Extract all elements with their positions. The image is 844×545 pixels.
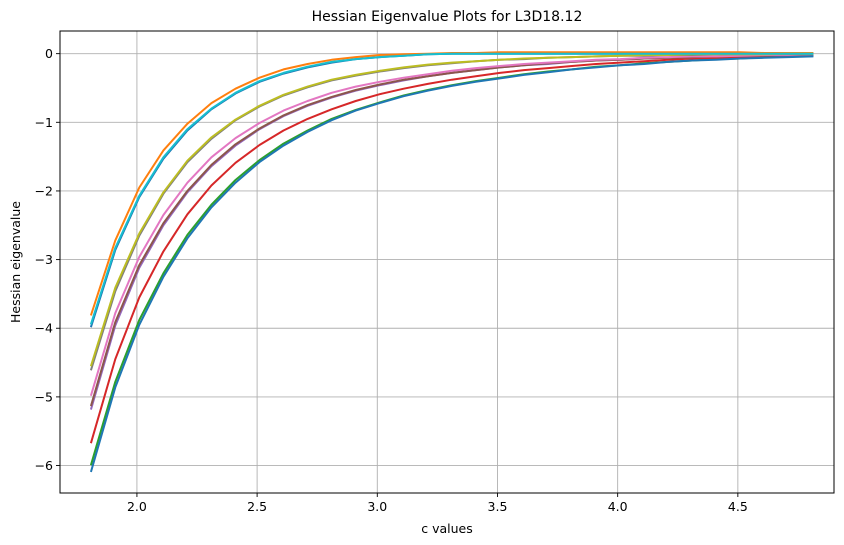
x-tick-label: 3.0 <box>367 499 387 514</box>
series-lines <box>89 51 814 473</box>
x-tick-label: 3.5 <box>488 499 508 514</box>
y-tick-label: −4 <box>35 321 53 336</box>
x-tick-label: 2.5 <box>247 499 267 514</box>
chart-title: Hessian Eigenvalue Plots for L3D18.12 <box>312 9 583 25</box>
y-tick-label: −5 <box>35 389 53 404</box>
series-line-10 <box>89 52 814 325</box>
series-line-7 <box>89 53 814 397</box>
y-axis-ticks: 0 −1 −2 −3 −4 −5 −6 <box>35 46 60 473</box>
series-line-4 <box>89 53 814 444</box>
y-axis-label: Hessian eigenvalue <box>8 201 23 323</box>
x-tick-label: 4.0 <box>608 499 628 514</box>
y-tick-label: 0 <box>45 46 53 61</box>
y-tick-label: −6 <box>35 458 53 473</box>
y-tick-label: −2 <box>35 183 53 198</box>
plot-area-frame <box>59 30 835 494</box>
y-tick-label: −3 <box>35 252 53 267</box>
x-axis-label: c values <box>421 521 473 536</box>
y-tick-label: −1 <box>35 115 53 130</box>
x-tick-label: 2.0 <box>127 499 147 514</box>
x-tick-label: 4.5 <box>728 499 748 514</box>
grid <box>60 31 834 493</box>
x-axis-ticks: 2.0 2.5 3.0 3.5 4.0 4.5 <box>127 493 748 514</box>
series-line-11 <box>89 55 814 473</box>
